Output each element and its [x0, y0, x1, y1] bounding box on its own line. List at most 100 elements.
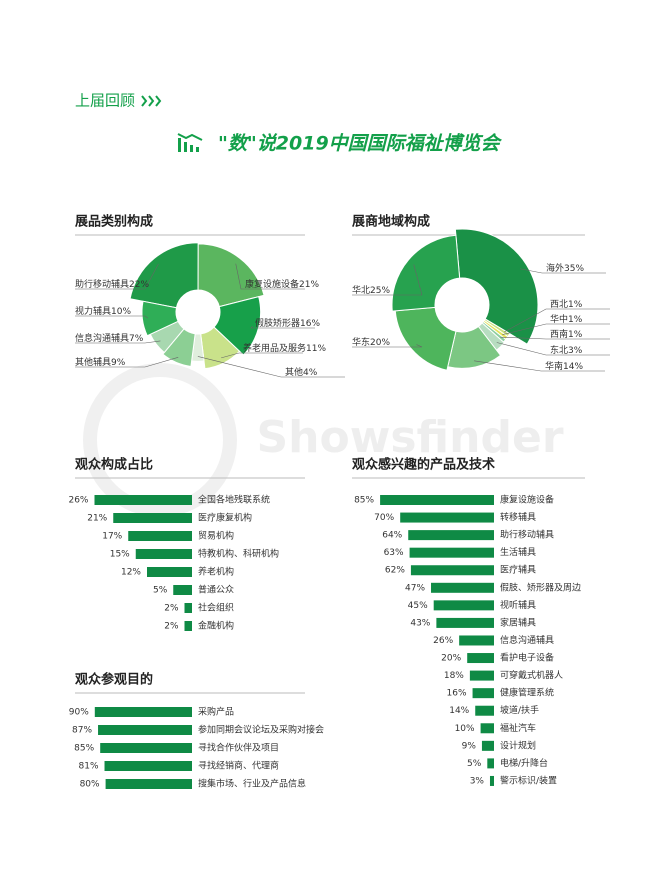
slice-category: 其他: [285, 366, 303, 378]
value-label: 20%: [441, 654, 461, 664]
leader-line: [352, 344, 423, 348]
value-label: 2%: [164, 622, 179, 632]
slice-label: 海外35%: [546, 262, 584, 274]
slice-value: 20%: [370, 338, 390, 348]
slice-label: 西北1%: [550, 299, 583, 310]
slice-label: 华中1%: [550, 313, 583, 325]
bar: [410, 565, 494, 576]
chart-title: 观众感兴趣的产品及技术: [352, 457, 495, 473]
value-label: 26%: [433, 636, 453, 646]
page-title: "数"说2019中国国际福祉博览会: [218, 133, 503, 155]
slice-value: 4%: [303, 368, 318, 378]
slice-value: 25%: [370, 286, 390, 296]
value-label: 18%: [444, 671, 464, 681]
leader-line: [503, 308, 610, 333]
value-label: 10%: [455, 724, 475, 734]
slice-category: 养老用品及服务: [243, 342, 306, 354]
slice-value: 10%: [111, 307, 131, 317]
leader-line: [75, 263, 159, 290]
value-label: 47%: [405, 583, 425, 593]
bar: [104, 761, 192, 771]
category-label: 参加同期会议论坛及采购对接会: [198, 724, 324, 736]
watermark: Showsfinder: [256, 412, 563, 463]
value-label: 5%: [153, 586, 168, 596]
slice-value: 22%: [129, 280, 149, 290]
slice-value: 21%: [299, 280, 319, 290]
bar: [98, 725, 192, 735]
leader-line: [221, 352, 303, 359]
category-label: 医疗辅具: [500, 564, 536, 576]
value-label: 63%: [384, 548, 404, 558]
bar: [94, 707, 192, 717]
category-label: 看护电子设备: [500, 652, 554, 664]
bar: [184, 603, 192, 613]
value-label: 81%: [79, 762, 99, 772]
title-icon: [177, 133, 203, 152]
pie-slice: [200, 326, 241, 370]
slice-value: 7%: [129, 334, 144, 344]
slice-category: 华南: [545, 360, 563, 372]
section-label: 上届回顾: [75, 92, 135, 110]
category-label: 普通公众: [198, 584, 234, 596]
category-label: 转移辅具: [500, 511, 536, 523]
bar: [487, 758, 494, 769]
leader-line: [474, 360, 605, 372]
slice-value: 11%: [306, 344, 326, 354]
slice-label: 其他4%: [285, 366, 318, 378]
slice-label: 西南1%: [550, 328, 583, 340]
slice-label: 假肢矫形器16%: [255, 317, 320, 329]
slice-category: 假肢矫形器: [255, 317, 300, 329]
slice-label: 华南14%: [545, 360, 583, 372]
pie-slice: [129, 242, 199, 309]
leader-line: [519, 268, 606, 274]
category-label: 金融机构: [198, 620, 234, 632]
category-label: 视听辅具: [500, 599, 536, 611]
category-label: 全国各地残联系统: [198, 494, 270, 506]
category-label: 寻找合作伙伴及项目: [198, 742, 279, 754]
leader-line: [75, 356, 179, 368]
value-label: 9%: [462, 741, 477, 751]
value-label: 3%: [470, 776, 485, 786]
leader-line: [500, 336, 610, 340]
slice-label: 信息沟通辅具7%: [75, 332, 144, 344]
value-label: 85%: [74, 744, 94, 754]
value-label: 85%: [354, 496, 374, 506]
value-label: 5%: [467, 759, 482, 769]
category-label: 助行移动辅具: [500, 529, 554, 541]
slice-label: 康复设施设备21%: [245, 278, 319, 290]
bar: [113, 513, 192, 523]
slice-category: 华北: [352, 284, 370, 296]
category-label: 警示标识/装置: [500, 774, 557, 786]
leader-line: [75, 340, 161, 344]
slice-category: 助行移动辅具: [75, 278, 129, 290]
category-label: 信息沟通辅具: [500, 634, 554, 646]
slice-label: 视力辅具10%: [75, 305, 131, 317]
leader-line: [197, 356, 345, 378]
value-label: 14%: [449, 706, 469, 716]
category-label: 坡道/扶手: [500, 704, 539, 716]
leader-line: [502, 323, 610, 335]
slice-value: 14%: [563, 362, 583, 372]
value-label: 21%: [87, 514, 107, 524]
bar: [409, 547, 494, 558]
category-label: 假肢、矫形器及周边: [500, 581, 581, 593]
leader-line: [75, 315, 149, 319]
category-label: 养老机构: [198, 566, 234, 578]
category-label: 特教机构、科研机构: [198, 548, 279, 560]
category-label: 贸易机构: [198, 530, 234, 542]
slice-category: 信息沟通辅具: [75, 332, 129, 344]
chart-title: 展商地域构成: [352, 214, 430, 230]
bar: [459, 635, 494, 646]
value-label: 12%: [121, 568, 141, 578]
value-label: 26%: [68, 496, 88, 506]
category-label: 设计规划: [500, 739, 536, 751]
category-label: 福祉汽车: [500, 722, 536, 734]
bar: [472, 688, 494, 699]
slice-category: 东北: [550, 344, 568, 356]
chart-title: 观众参观目的: [75, 672, 153, 688]
bar: [467, 653, 494, 664]
leader-line: [235, 263, 305, 290]
pie-slice: [454, 228, 539, 345]
value-label: 43%: [410, 618, 430, 628]
slice-label: 华北25%: [352, 284, 390, 296]
